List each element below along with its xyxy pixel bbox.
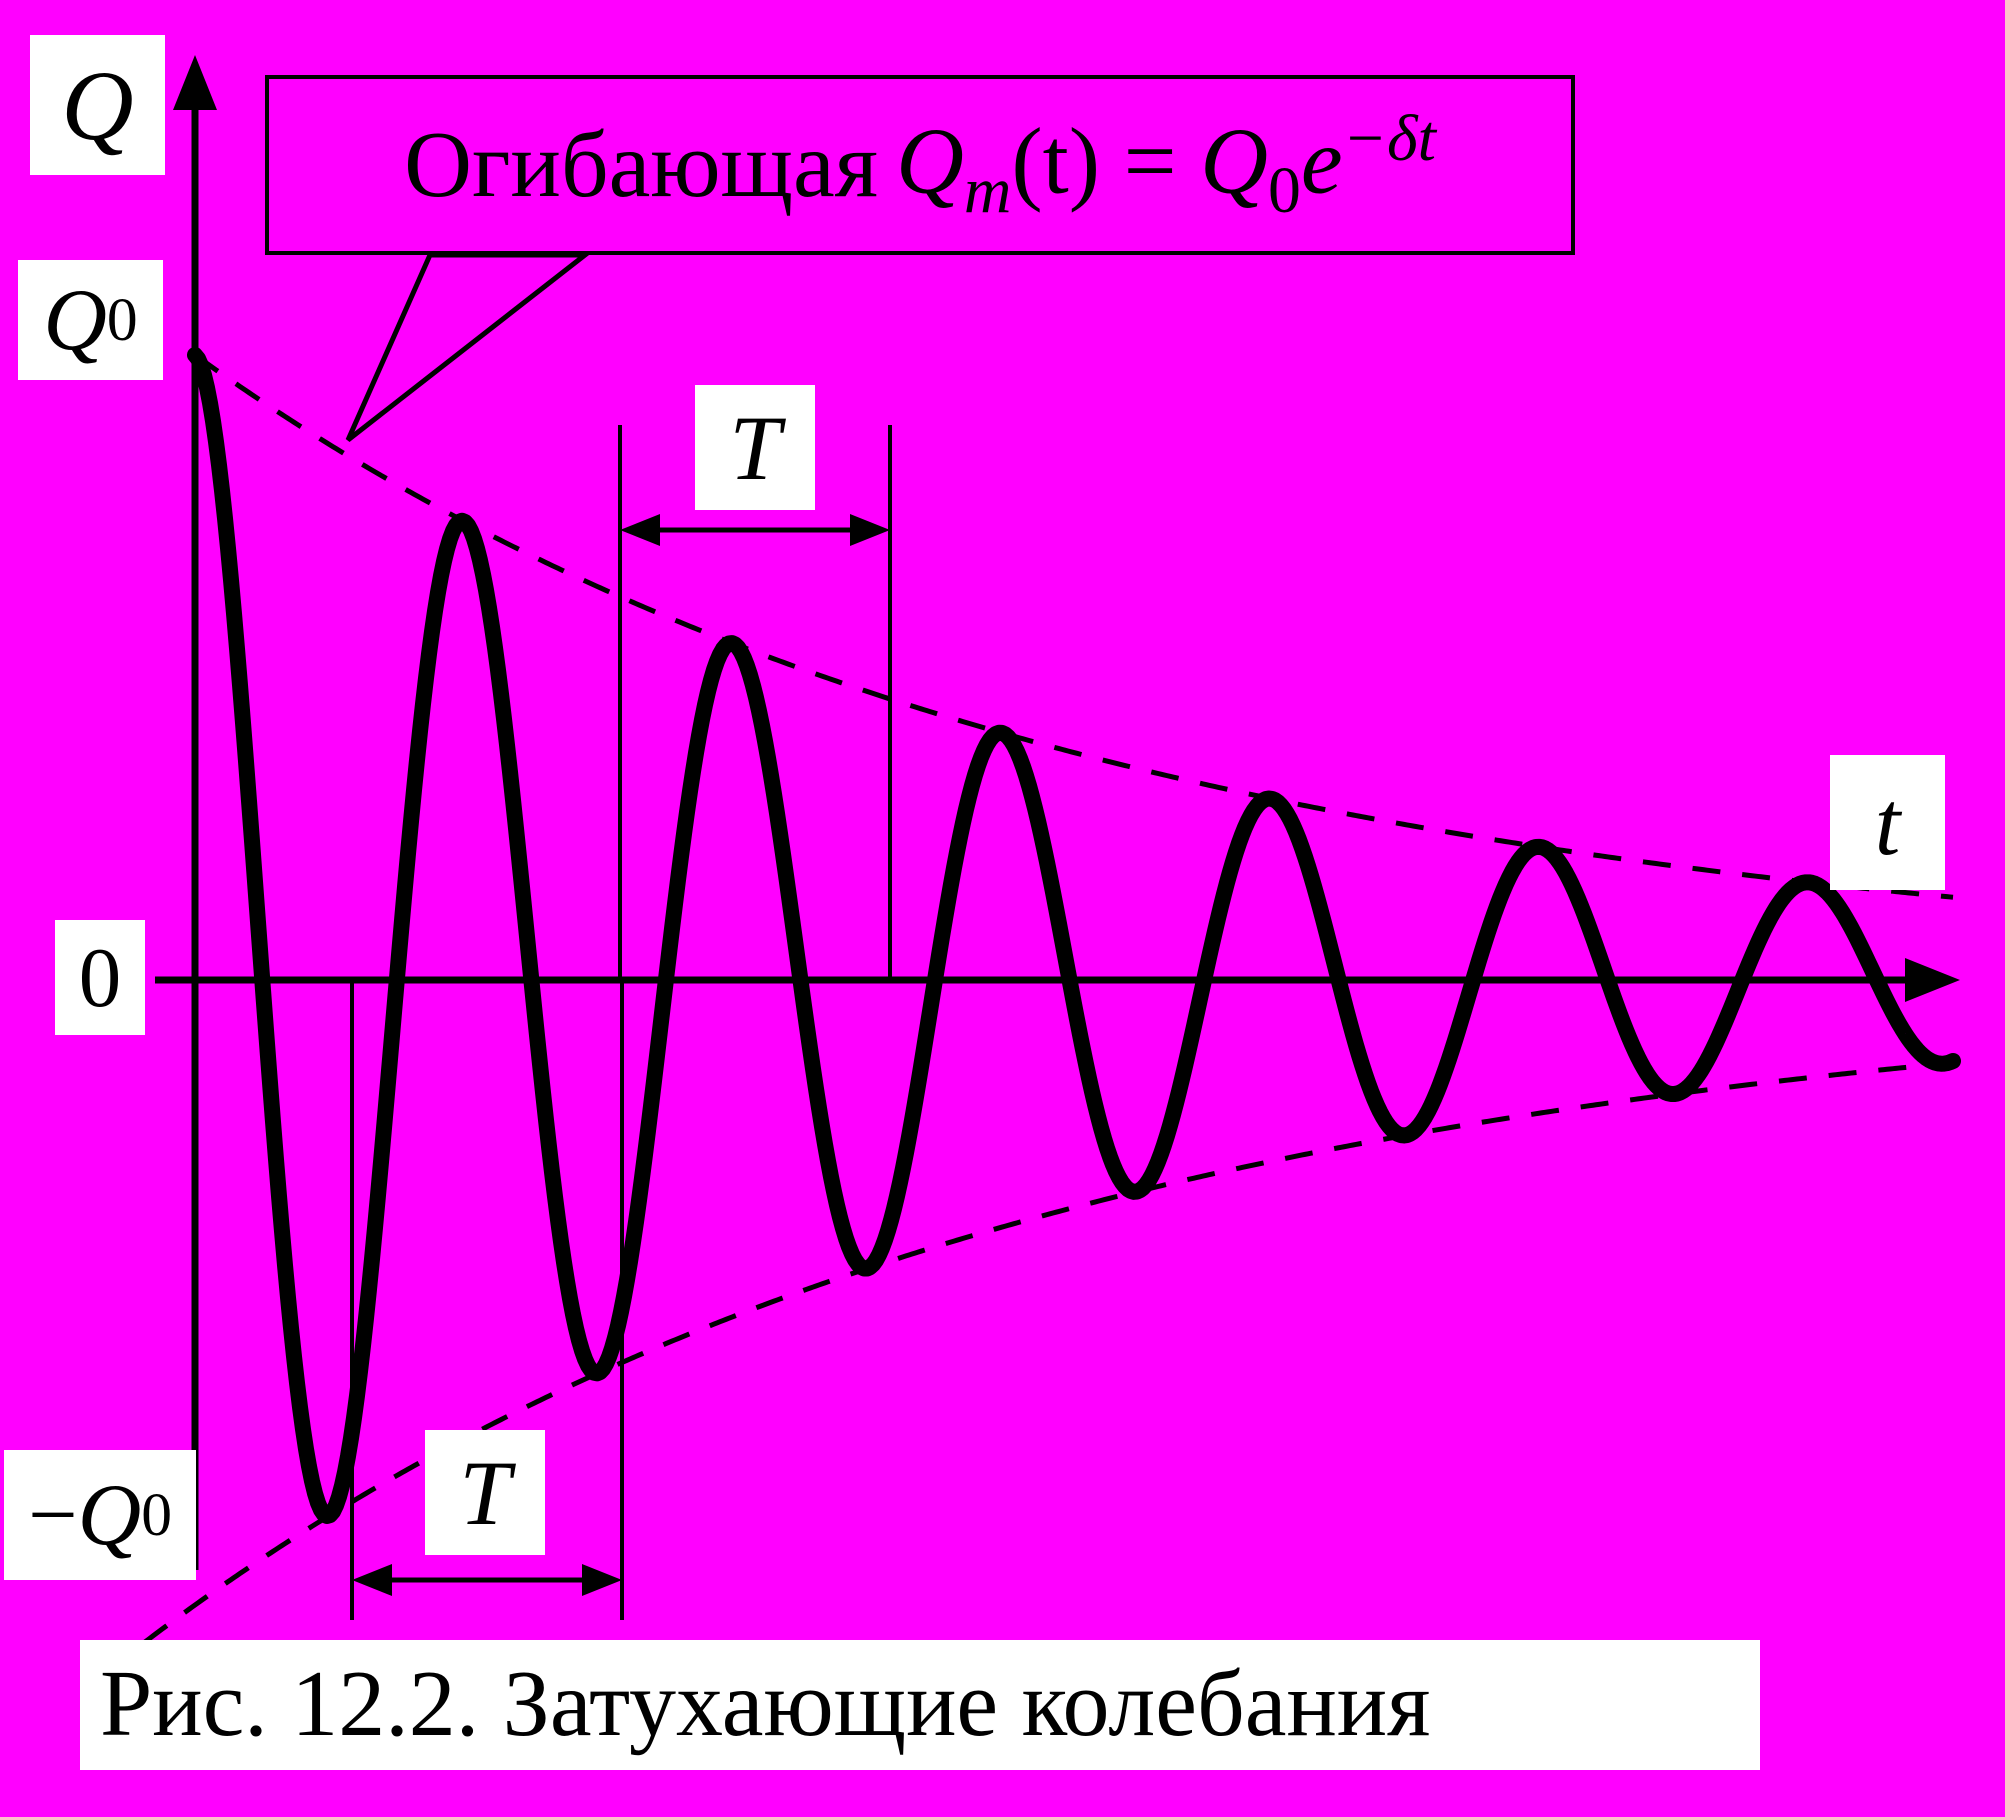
- diagram-svg: [0, 0, 2005, 1817]
- envelope-callout: Огибающая Qm(t) = Q0e−δt: [265, 75, 1575, 255]
- callout-text: Огибающая: [404, 111, 878, 219]
- callout-formula: Qm(t) = Q0e−δt: [896, 101, 1436, 229]
- q0-negative-label: −Q0: [4, 1450, 196, 1580]
- period-label-bottom: T: [425, 1430, 545, 1555]
- damped-oscillation-diagram: Огибающая Qm(t) = Q0e−δt Q Q0 −Q0 0 t T …: [0, 0, 2005, 1817]
- t-axis-label: t: [1830, 755, 1945, 890]
- background: [0, 0, 2005, 1817]
- q0-positive-label: Q0: [18, 260, 163, 380]
- figure-caption: Рис. 12.2. Затухающие колебания: [80, 1640, 1760, 1770]
- y-axis-label: Q: [30, 35, 165, 175]
- period-label-top: T: [695, 385, 815, 510]
- origin-label: 0: [55, 920, 145, 1035]
